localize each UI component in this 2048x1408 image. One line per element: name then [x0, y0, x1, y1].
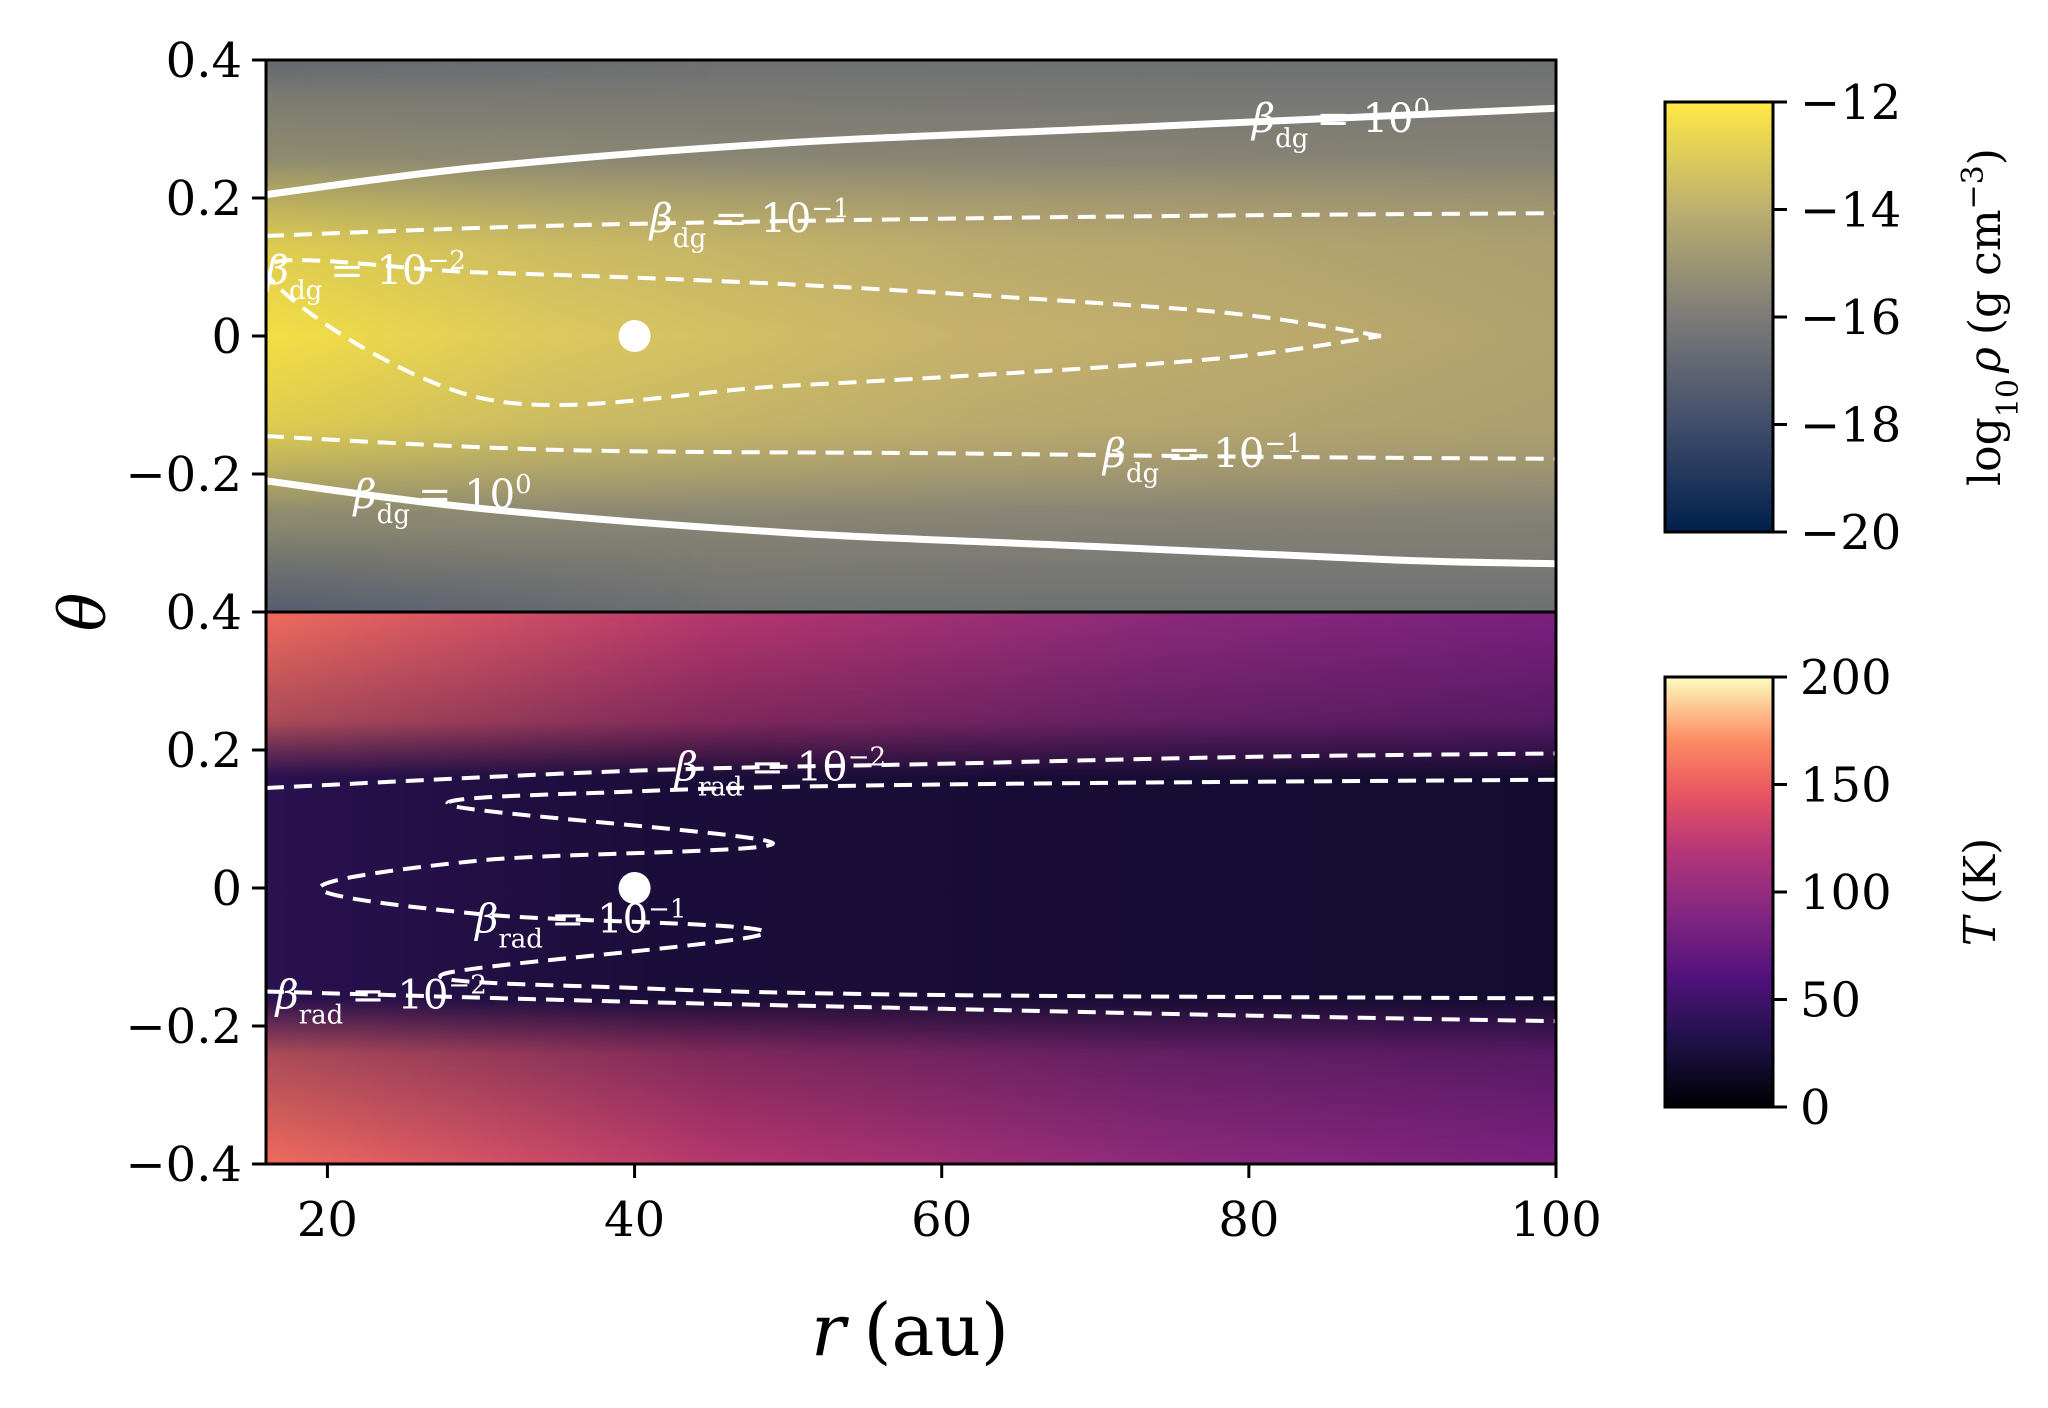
temperature-colorbar-ticks: 200 150 100 50 0 [1773, 650, 1892, 1136]
y-tick-label: 0 [211, 861, 242, 917]
x-tick-label: 40 [604, 1192, 665, 1248]
contour-line-temperature-1 [317, 777, 1556, 1001]
temperature-colorbar-label: T(K) [1955, 838, 2006, 947]
temperature-colorbar: 200 150 100 50 0 T(K) [1663, 650, 2006, 1136]
contour-line-density-1-lower [266, 434, 1556, 461]
y-tick-label: 0.4 [166, 585, 242, 641]
contour-line-density-0-lower [266, 477, 1556, 568]
colorbar-tick-label: 50 [1800, 973, 1861, 1029]
colorbar-tick-label: −18 [1800, 398, 1901, 454]
colorbar-tick-label: 0 [1800, 1080, 1831, 1136]
x-tick-label: 20 [297, 1192, 358, 1248]
y-tick-label: 0.4 [166, 33, 242, 89]
colorbar-tick-label: −14 [1800, 183, 1901, 239]
x-axis-ticks: 20 40 60 80 100 [297, 1164, 1602, 1248]
y-tick-label: 0.2 [166, 723, 242, 779]
contour-label: βdg = 10−1 [648, 194, 850, 254]
colorbar-tick-label: −12 [1800, 75, 1901, 131]
top-y-axis-ticks: 0.4 0.2 0 −0.2 [125, 33, 266, 503]
colorbar-tick-label: 200 [1800, 650, 1892, 706]
density-colorbar-label: log10ρ(g cm−3) [1956, 148, 2026, 486]
temperature-contours [266, 751, 1556, 1024]
density-heatmap-corner-shade [266, 60, 1556, 612]
contour-line-density-1-upper [266, 211, 1556, 238]
x-tick-label: 80 [1218, 1192, 1279, 1248]
x-tick-label: 100 [1510, 1192, 1602, 1248]
y-tick-label: −0.2 [125, 447, 242, 503]
y-axis-label: θ [47, 593, 121, 632]
contour-label: βrad = 10−2 [274, 970, 487, 1030]
colorbar-tick-label: −20 [1800, 505, 1901, 561]
x-axis-label: r (au) [811, 1288, 1009, 1372]
x-tick-label: 60 [911, 1192, 972, 1248]
y-tick-label: −0.2 [125, 999, 242, 1055]
temperature-heatmap-midplane [266, 610, 1556, 1165]
y-tick-label: −0.4 [125, 1137, 242, 1193]
y-tick-label: 0.2 [166, 171, 242, 227]
contour-label: βdg = 100 [352, 470, 532, 530]
colorbar-tick-label: −16 [1800, 290, 1901, 346]
bottom-y-axis-ticks: 0.4 0.2 0 −0.2 −0.4 [125, 585, 266, 1193]
density-panel: βdg = 100 βdg = 10−1 βdg = 10−2 βdg = 10−1 βdg = … [264, 58, 1558, 614]
contour-line-temperature-0-lower [266, 989, 1556, 1024]
temperature-panel: βrad = 10−2 βrad = 10−1 βrad = 10−2 [264, 610, 1558, 1166]
density-colorbar-ticks: −12 −14 −16 −18 −20 [1773, 75, 1901, 561]
y-tick-label: 0 [211, 309, 242, 365]
contour-label: βdg = 100 [1250, 94, 1430, 154]
density-colorbar: −12 −14 −16 −18 −20 log10ρ(g cm−3) [1663, 75, 2026, 561]
planet-marker-top [618, 320, 651, 352]
density-colorbar-gradient [1663, 100, 1775, 534]
colorbar-tick-label: 100 [1800, 865, 1892, 921]
contour-label: βrad = 10−2 [673, 743, 886, 803]
contour-line-density-0-upper [266, 104, 1556, 199]
contour-label: βdg = 10−2 [264, 246, 466, 306]
temperature-colorbar-gradient [1663, 675, 1775, 1109]
contour-label: βdg = 10−1 [1101, 429, 1303, 489]
temperature-contour-labels: βrad = 10−2 βrad = 10−1 βrad = 10−2 [274, 743, 886, 1031]
contour-label: βrad = 10−1 [473, 895, 686, 955]
contour-line-temperature-0-upper [266, 751, 1556, 790]
density-contour-labels: βdg = 100 βdg = 10−1 βdg = 10−2 βdg = 10−1 βdg = … [264, 94, 1430, 530]
colorbar-tick-label: 150 [1800, 758, 1892, 814]
planet-marker-bottom [618, 872, 651, 904]
